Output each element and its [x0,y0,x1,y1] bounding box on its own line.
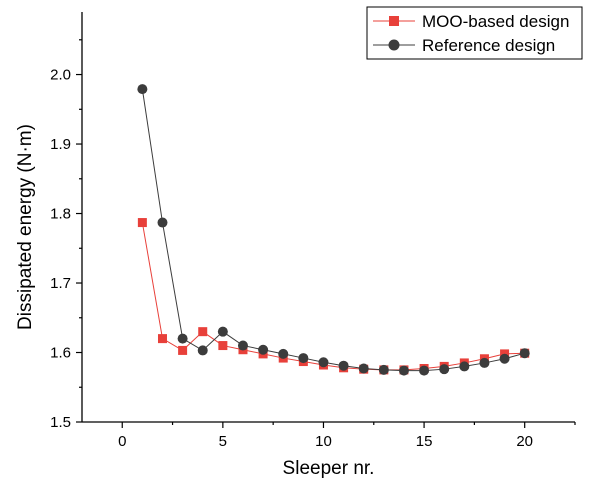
data-point [237,340,248,351]
y-tick-label: 1.9 [50,136,71,153]
data-point [298,353,309,364]
legend-marker-square [389,16,399,26]
y-tick-label: 1.5 [50,414,71,431]
data-point [218,341,228,351]
legend: MOO-based design Reference design [366,6,583,60]
data-point [197,345,208,356]
data-point [358,363,369,374]
data-point [217,326,228,337]
x-tick-label: 10 [315,433,332,450]
x-ticks: 0 5 10 15 20 [118,422,576,450]
y-tick-label: 1.7 [50,275,71,292]
data-point [378,364,389,375]
y-tick-label: 1.8 [50,206,71,223]
data-point [338,360,349,371]
series-layer [137,84,530,376]
series-moo-based-design [137,218,530,375]
x-axis-title: Sleeper nr. [283,458,375,479]
data-point [198,327,208,337]
data-point [157,334,167,344]
data-point [318,357,329,368]
legend-item: MOO-based design [373,12,569,31]
y-axis-title: Dissipated energy (N·m) [15,124,36,330]
data-point [439,364,450,375]
x-tick-label: 0 [118,433,126,450]
y-tick-label: 2.0 [50,67,71,84]
x-tick-label: 20 [516,433,533,450]
legend-label: MOO-based design [422,12,569,31]
legend-label: Reference design [422,36,555,55]
data-point [519,348,530,359]
x-tick-label: 5 [219,433,227,450]
data-point [177,333,188,344]
legend-box [366,6,583,60]
data-point [258,344,269,355]
y-tick-label: 1.6 [50,345,71,362]
data-point [278,348,289,359]
legend-item: Reference design [373,36,555,55]
data-point [157,217,168,228]
data-point [137,218,147,228]
data-point [178,345,188,355]
y-ticks: 1.5 1.6 1.7 1.8 1.9 2.0 [50,39,82,431]
data-point [419,365,430,376]
data-point [459,361,470,372]
data-point [398,365,409,376]
data-point [137,84,148,95]
legend-marker-circle [388,39,400,51]
x-tick-label: 15 [416,433,433,450]
series-reference-design [137,84,530,376]
axes [81,12,575,423]
data-point [499,353,510,364]
data-point [479,357,490,368]
